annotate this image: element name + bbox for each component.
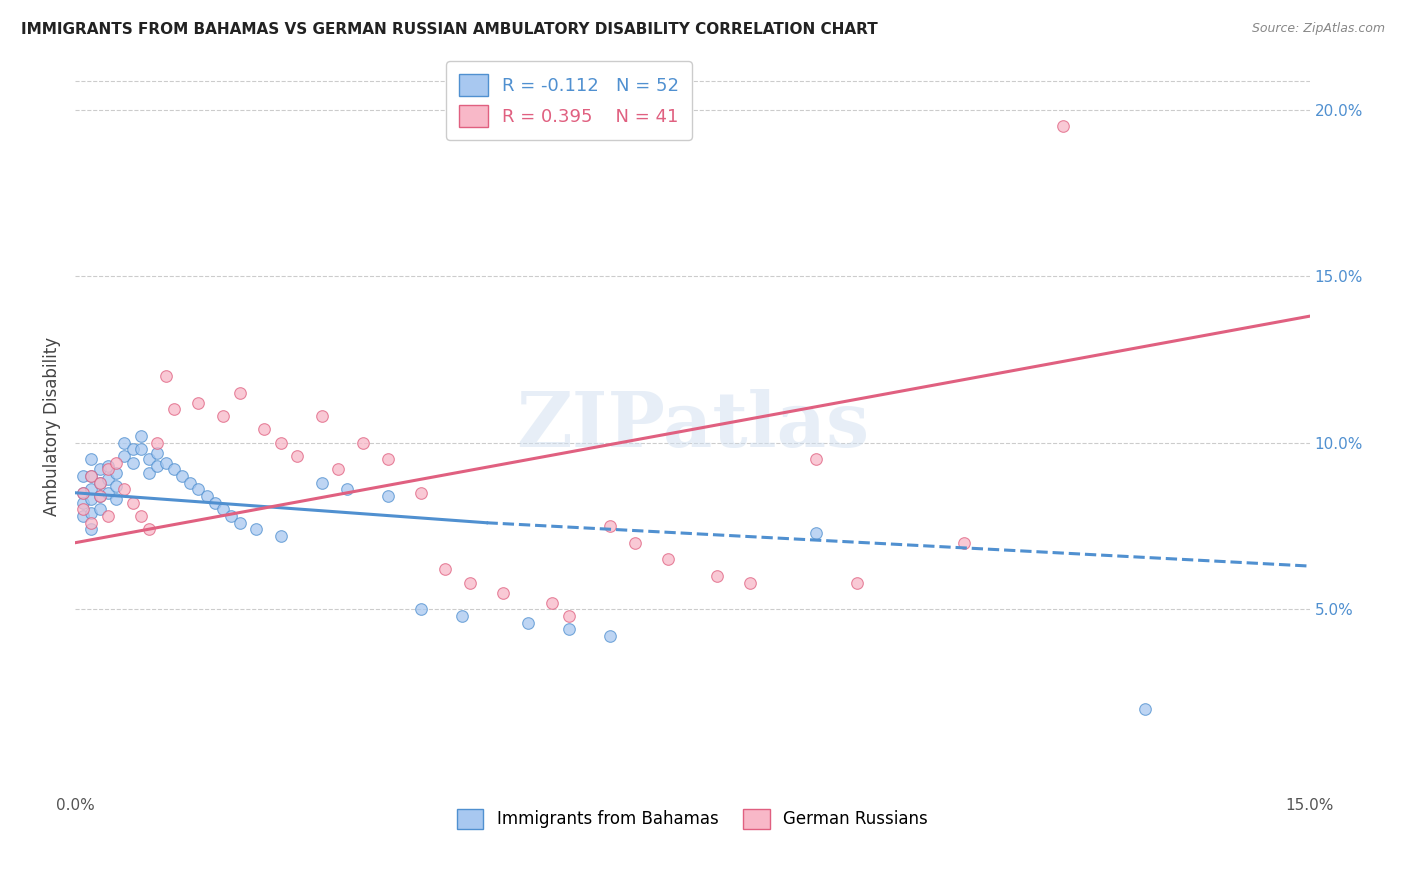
Point [179, 475, 201, 490]
Point [89, 475, 111, 490]
Point [228, 385, 250, 400]
Point [599, 519, 621, 533]
Point [270, 529, 292, 543]
Point [253, 422, 276, 436]
Point [80, 516, 103, 530]
Point [105, 456, 128, 470]
Point [72, 485, 94, 500]
Point [706, 569, 728, 583]
Point [228, 516, 250, 530]
Point [80, 469, 103, 483]
Point [80, 492, 103, 507]
Point [129, 509, 152, 524]
Point [804, 525, 827, 540]
Point [311, 475, 333, 490]
Point [187, 483, 209, 497]
Point [409, 602, 432, 616]
Point [163, 402, 186, 417]
Point [492, 585, 515, 599]
Point [516, 615, 538, 630]
Point [450, 609, 472, 624]
Point [97, 509, 120, 524]
Point [204, 496, 226, 510]
Point [72, 496, 94, 510]
Point [285, 449, 308, 463]
Point [270, 435, 292, 450]
Point [163, 462, 186, 476]
Point [89, 489, 111, 503]
Point [328, 462, 350, 476]
Point [212, 502, 235, 516]
Point [80, 506, 103, 520]
Point [434, 562, 457, 576]
Point [89, 489, 111, 503]
Point [599, 629, 621, 643]
Point [336, 483, 359, 497]
Point [112, 449, 135, 463]
Point [212, 409, 235, 424]
Point [121, 496, 143, 510]
Point [105, 479, 128, 493]
Point [146, 446, 169, 460]
Text: ZIPatlas: ZIPatlas [516, 389, 869, 463]
Y-axis label: Ambulatory Disability: Ambulatory Disability [44, 336, 60, 516]
Point [129, 429, 152, 443]
Point [409, 485, 432, 500]
Point [804, 452, 827, 467]
Point [80, 469, 103, 483]
Point [89, 475, 111, 490]
Point [105, 492, 128, 507]
Text: Source: ZipAtlas.com: Source: ZipAtlas.com [1251, 22, 1385, 36]
Point [738, 575, 761, 590]
Point [80, 452, 103, 467]
Point [155, 456, 177, 470]
Point [97, 485, 120, 500]
Point [121, 456, 143, 470]
Point [105, 466, 128, 480]
Point [558, 623, 581, 637]
Point [97, 459, 120, 474]
Point [352, 435, 374, 450]
Point [953, 535, 976, 549]
Point [121, 442, 143, 457]
Point [187, 396, 209, 410]
Point [377, 452, 399, 467]
Point [377, 489, 399, 503]
Point [89, 502, 111, 516]
Point [245, 523, 267, 537]
Point [112, 435, 135, 450]
Point [558, 609, 581, 624]
Point [146, 435, 169, 450]
Point [657, 552, 679, 566]
Text: IMMIGRANTS FROM BAHAMAS VS GERMAN RUSSIAN AMBULATORY DISABILITY CORRELATION CHAR: IMMIGRANTS FROM BAHAMAS VS GERMAN RUSSIA… [21, 22, 877, 37]
Point [80, 523, 103, 537]
Legend: Immigrants from Bahamas, German Russians: Immigrants from Bahamas, German Russians [450, 802, 935, 836]
Point [72, 485, 94, 500]
Point [138, 452, 160, 467]
Point [155, 369, 177, 384]
Point [311, 409, 333, 424]
Point [112, 483, 135, 497]
Point [72, 502, 94, 516]
Point [845, 575, 868, 590]
Point [80, 483, 103, 497]
Point [138, 523, 160, 537]
Point [138, 466, 160, 480]
Point [97, 472, 120, 486]
Point [623, 535, 645, 549]
Point [170, 469, 193, 483]
Point [1133, 702, 1156, 716]
Point [89, 462, 111, 476]
Point [195, 489, 218, 503]
Point [129, 442, 152, 457]
Point [146, 459, 169, 474]
Point [541, 596, 564, 610]
Point [458, 575, 481, 590]
Point [72, 509, 94, 524]
Point [97, 462, 120, 476]
Point [72, 469, 94, 483]
Point [1052, 120, 1074, 134]
Point [221, 509, 243, 524]
